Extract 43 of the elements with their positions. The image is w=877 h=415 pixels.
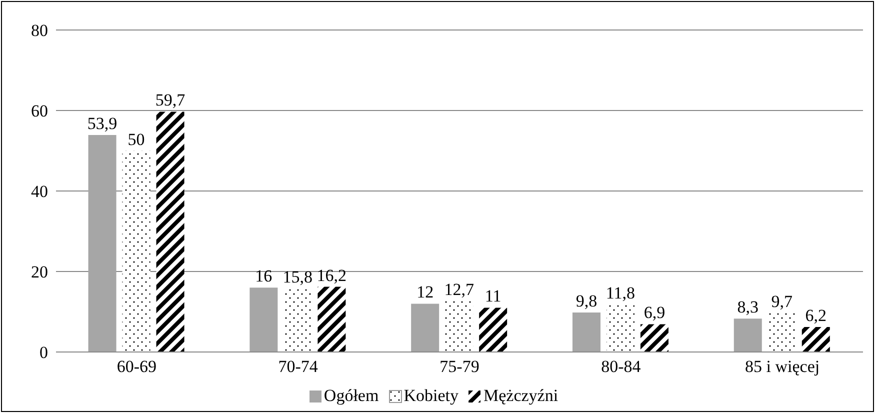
y-tick-label: 40 (31, 182, 48, 202)
bar (572, 312, 600, 352)
x-tick-label: 85 i więcej (745, 357, 820, 376)
bar (122, 150, 150, 352)
bar (734, 318, 762, 352)
bar (606, 304, 634, 352)
data-label: 53,9 (87, 114, 118, 134)
y-tick-label: 0 (40, 343, 48, 362)
legend-label: Ogółem (324, 386, 379, 406)
x-tick-label: 80-84 (601, 357, 642, 376)
bar (411, 304, 440, 352)
data-label: 9,8 (576, 292, 598, 311)
bar (802, 327, 830, 352)
bar (156, 112, 184, 352)
bar (445, 300, 474, 352)
bar (768, 312, 796, 352)
x-tick-label: 60-69 (116, 357, 157, 376)
legend-label: Mężczyźni (483, 386, 558, 406)
x-tick-label: 70-74 (278, 357, 318, 376)
x-tick-label: 75-79 (440, 357, 480, 376)
legend-label: Kobiety (404, 386, 458, 406)
bar (479, 308, 508, 352)
y-tick-label: 80 (31, 21, 48, 40)
bar (250, 288, 278, 352)
data-label: 9,7 (771, 292, 794, 311)
data-label: 16 (255, 266, 272, 286)
data-label: 11,8 (606, 284, 636, 303)
data-label: 59,7 (155, 90, 186, 110)
bar (318, 286, 346, 352)
y-tick-label: 60 (31, 102, 48, 121)
data-label: 6,2 (805, 306, 827, 326)
data-label: 15,8 (282, 267, 313, 286)
data-label: 12,7 (444, 280, 474, 299)
data-label: 50 (128, 130, 145, 149)
bar (640, 324, 668, 352)
data-label: 16,2 (316, 266, 347, 285)
bar (88, 135, 116, 352)
bar (284, 288, 312, 352)
data-label: 6,9 (644, 303, 666, 322)
y-tick-label: 20 (31, 262, 48, 282)
data-label: 12 (416, 282, 434, 302)
data-label: 11 (484, 286, 502, 306)
data-label: 8,3 (737, 298, 759, 317)
